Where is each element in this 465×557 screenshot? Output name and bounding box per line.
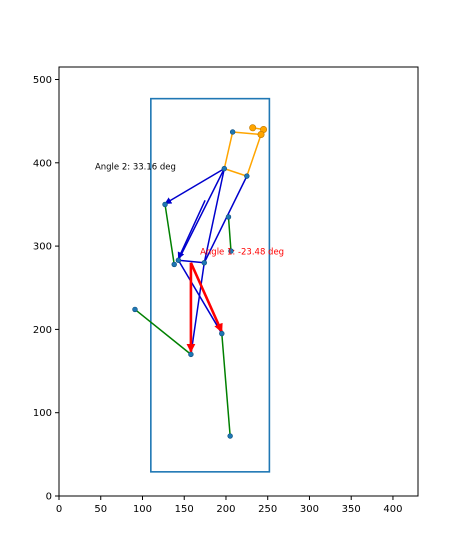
y-tick-label: 200 <box>33 325 52 336</box>
y-tick-label: 300 <box>33 242 52 253</box>
angle-1-label: Angle 1: -23.48 deg <box>200 247 284 257</box>
keypoint-marker <box>133 307 138 312</box>
keypoint-marker <box>176 258 181 263</box>
keypoint-marker <box>258 131 264 137</box>
y-tick-label: 400 <box>33 158 52 169</box>
x-tick-label: 300 <box>300 504 319 515</box>
x-tick-label: 200 <box>216 504 235 515</box>
y-tick-label: 100 <box>33 408 52 419</box>
keypoint-marker <box>230 130 235 135</box>
x-tick-label: 50 <box>94 504 107 515</box>
keypoint-marker <box>226 215 231 220</box>
plot-area <box>59 67 418 496</box>
keypoint-marker <box>249 125 255 131</box>
keypoint-marker <box>163 202 168 207</box>
x-tick-label: 400 <box>383 504 402 515</box>
x-tick-label: 250 <box>258 504 277 515</box>
angle-2-label: Angle 2: 33.16 deg <box>95 162 176 172</box>
x-tick-label: 0 <box>56 504 62 515</box>
keypoint-marker <box>222 166 227 171</box>
x-tick-label: 150 <box>175 504 194 515</box>
keypoint-marker <box>172 262 177 267</box>
keypoint-marker <box>244 174 249 179</box>
keypoint-marker <box>219 331 224 336</box>
x-tick-label: 100 <box>133 504 152 515</box>
x-tick-label: 350 <box>342 504 361 515</box>
y-axis: 0 100 200 300 400 500 <box>33 75 59 503</box>
x-axis: 0 50 100 150 200 250 300 350 400 <box>56 496 403 515</box>
y-tick-label: 0 <box>46 492 52 503</box>
keypoint-marker <box>228 434 233 439</box>
y-tick-label: 500 <box>33 75 52 86</box>
keypoint-marker <box>202 260 207 265</box>
keypoint-marker <box>189 352 194 357</box>
